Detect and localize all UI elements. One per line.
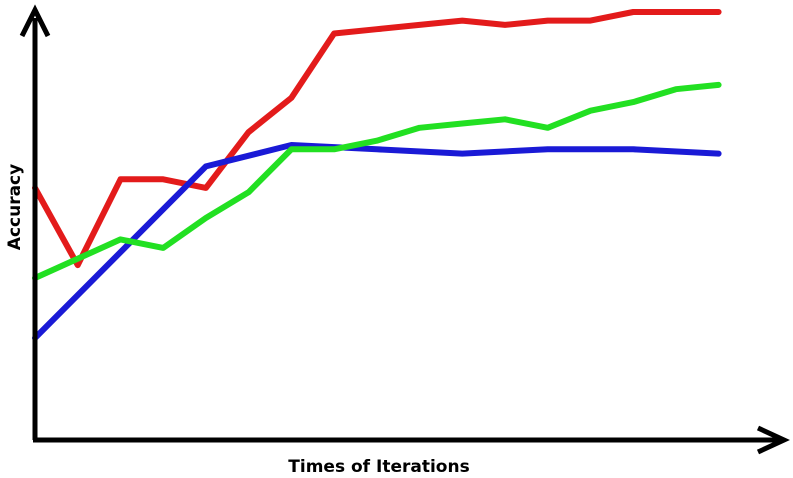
x-axis-label: Times of Iterations [288, 457, 469, 477]
series-layer [32, 9, 722, 341]
series-line-1 [32, 9, 722, 269]
x-axis-arrowhead [756, 425, 790, 455]
axes [19, 4, 790, 455]
y-axis-label: Accuracy [5, 164, 25, 250]
y-axis-arrowhead [19, 4, 51, 38]
series-line-3 [32, 81, 722, 281]
series-line-2 [32, 142, 722, 341]
